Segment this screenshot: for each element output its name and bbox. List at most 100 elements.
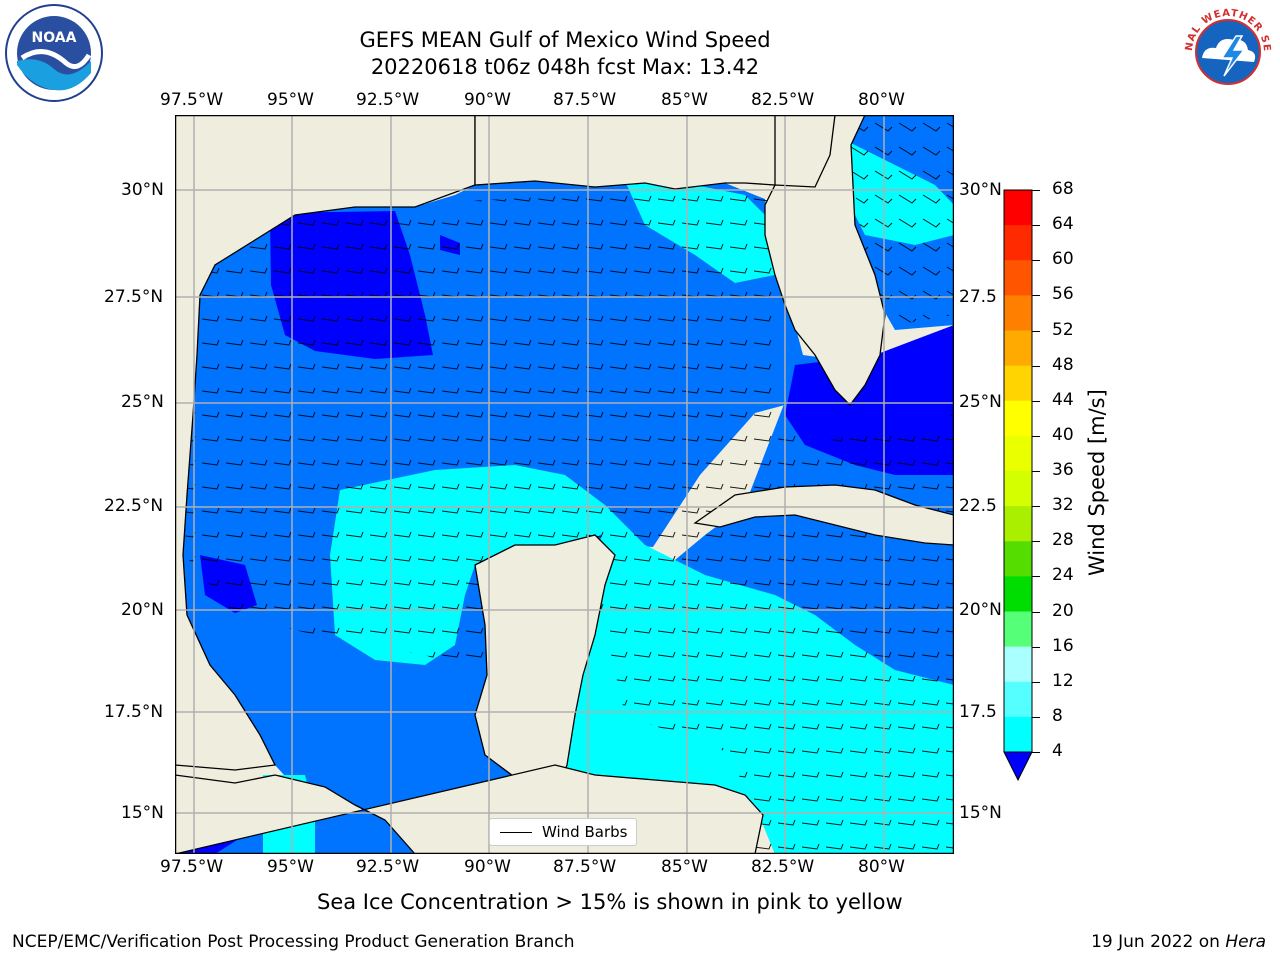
colorbar-segment	[1004, 260, 1032, 296]
colorbar-tick-mark	[1032, 260, 1040, 262]
colorbar-tick-label: 60	[1052, 249, 1074, 270]
colorbar-segment	[1004, 435, 1032, 472]
lon-label-top: 82.5°W	[751, 90, 815, 110]
footer-credit: NCEP/EMC/Verification Post Processing Pr…	[12, 932, 575, 952]
chart-title: GEFS MEAN Gulf of Mexico Wind Speed	[359, 28, 771, 52]
lon-label-top: 92.5°W	[356, 90, 420, 110]
colorbar-svg	[1003, 189, 1033, 782]
colorbar-tick-mark	[1032, 365, 1040, 367]
colorbar-tick-mark	[1032, 541, 1040, 543]
lon-label-top: 97.5°W	[160, 90, 224, 110]
colorbar-tick-mark	[1032, 646, 1040, 648]
colorbar-segment	[1004, 400, 1032, 437]
colorbar-segment	[1004, 716, 1032, 753]
lat-label-left: 27.5°N	[104, 287, 164, 307]
colorbar-tick-label: 36	[1052, 460, 1074, 480]
chart-subtitle: 20220618 t06z 048h fcst Max: 13.42	[370, 55, 760, 79]
lat-label-left: 17.5°N	[104, 702, 164, 722]
land-mexico-west	[174, 114, 476, 771]
colorbar-segment	[1004, 295, 1032, 331]
legend-label: Wind Barbs	[542, 823, 628, 841]
lat-label-left: 25°N	[121, 392, 164, 412]
colorbar-tick-label: 24	[1052, 565, 1074, 586]
colorbar-segment	[1004, 506, 1032, 542]
lat-label-right: 22.5	[959, 496, 997, 516]
colorbar-segment	[1004, 365, 1032, 402]
lon-label-top: 87.5°W	[553, 90, 617, 110]
colorbar-tick-label: 56	[1052, 284, 1074, 305]
lon-label-top: 85°W	[661, 90, 708, 110]
noaa-logo: NOAA	[4, 3, 104, 103]
colorbar-tick-label: 20	[1052, 600, 1074, 621]
lat-label-right: 27.5	[959, 287, 997, 307]
lat-label-left: 15°N	[121, 803, 164, 823]
lat-label-left: 30°N	[121, 180, 164, 200]
colorbar-tick-mark	[1032, 435, 1040, 437]
colorbar-tick-label: 8	[1052, 705, 1063, 726]
colorbar-segment	[1004, 646, 1032, 683]
colorbar-tick-mark	[1032, 681, 1040, 683]
map-frame	[174, 114, 955, 855]
lon-label-top: 80°W	[858, 90, 905, 110]
lat-label-right: 17.5	[959, 702, 997, 722]
lon-label-bottom: 80°W	[858, 857, 905, 877]
lon-label-bottom: 95°W	[267, 857, 314, 877]
colorbar-tick-mark	[1032, 471, 1040, 472]
footer-date-text: 19 Jun 2022 on	[1091, 932, 1226, 952]
colorbar-tick-mark	[1032, 506, 1040, 508]
colorbar-label: Wind Speed [m/s]	[1085, 389, 1109, 576]
colorbar-segment	[1004, 330, 1032, 367]
colorbar-segment	[1004, 681, 1032, 718]
map-svg	[174, 114, 955, 855]
colorbar	[1000, 186, 1036, 786]
lat-label-left: 20°N	[121, 600, 164, 620]
colorbar-tick-mark	[1032, 752, 1040, 753]
lon-label-bottom: 97.5°W	[160, 857, 224, 877]
lat-label-right: 20°N	[959, 600, 1002, 620]
lat-label-right: 30°N	[959, 180, 1002, 200]
colorbar-tick-label: 28	[1052, 530, 1074, 551]
lat-label-left: 22.5°N	[104, 496, 164, 516]
colorbar-tick-label: 44	[1052, 389, 1074, 410]
footer-host: Hera	[1225, 932, 1266, 952]
lon-label-top: 90°W	[464, 90, 511, 110]
colorbar-tick-label: 40	[1052, 424, 1074, 445]
colorbar-tick-label: 12	[1052, 670, 1074, 691]
nws-logo: NATIONAL WEATHER SERVICE	[1173, 0, 1278, 102]
lon-label-bottom: 87.5°W	[553, 857, 617, 877]
footer-date: 19 Jun 2022 on Hera	[1091, 932, 1266, 952]
colorbar-tick-mark	[1032, 611, 1040, 613]
noaa-logo-text: NOAA	[32, 30, 77, 46]
colorbar-tick-mark	[1032, 295, 1040, 297]
colorbar-segment	[1004, 190, 1032, 226]
colorbar-tick-mark	[1032, 400, 1040, 402]
colorbar-segment	[1004, 541, 1032, 577]
colorbar-tick-label: 64	[1052, 214, 1074, 235]
lat-label-right: 15°N	[959, 803, 1002, 823]
colorbar-tick-mark	[1032, 716, 1040, 718]
colorbar-tick-label: 4	[1052, 741, 1063, 761]
lon-label-top: 95°W	[267, 90, 314, 110]
colorbar-tick-label: 52	[1052, 319, 1074, 340]
lon-label-bottom: 90°W	[464, 857, 511, 877]
land-us-coast	[474, 114, 776, 190]
colorbar-tick-mark	[1032, 576, 1040, 578]
colorbar-tick-mark	[1032, 190, 1040, 191]
colorbar-tick-label: 32	[1052, 495, 1074, 516]
colorbar-segment	[1004, 576, 1032, 612]
lon-label-bottom: 85°W	[661, 857, 708, 877]
colorbar-tick-mark	[1032, 225, 1040, 227]
colorbar-segment	[1004, 611, 1032, 648]
lon-label-bottom: 82.5°W	[751, 857, 815, 877]
wind-barb-legend-line	[500, 832, 532, 833]
map-legend: Wind Barbs	[489, 818, 637, 846]
colorbar-tick-mark	[1032, 330, 1040, 332]
colorbar-segment	[1004, 225, 1032, 261]
colorbar-tick-label: 16	[1052, 635, 1074, 656]
land-yucatan	[474, 534, 616, 796]
wind-barbs	[185, 185, 954, 854]
colorbar-segment	[1004, 471, 1032, 507]
lat-label-right: 25°N	[959, 392, 1002, 412]
map-panel	[174, 114, 955, 855]
graticule	[175, 115, 954, 854]
